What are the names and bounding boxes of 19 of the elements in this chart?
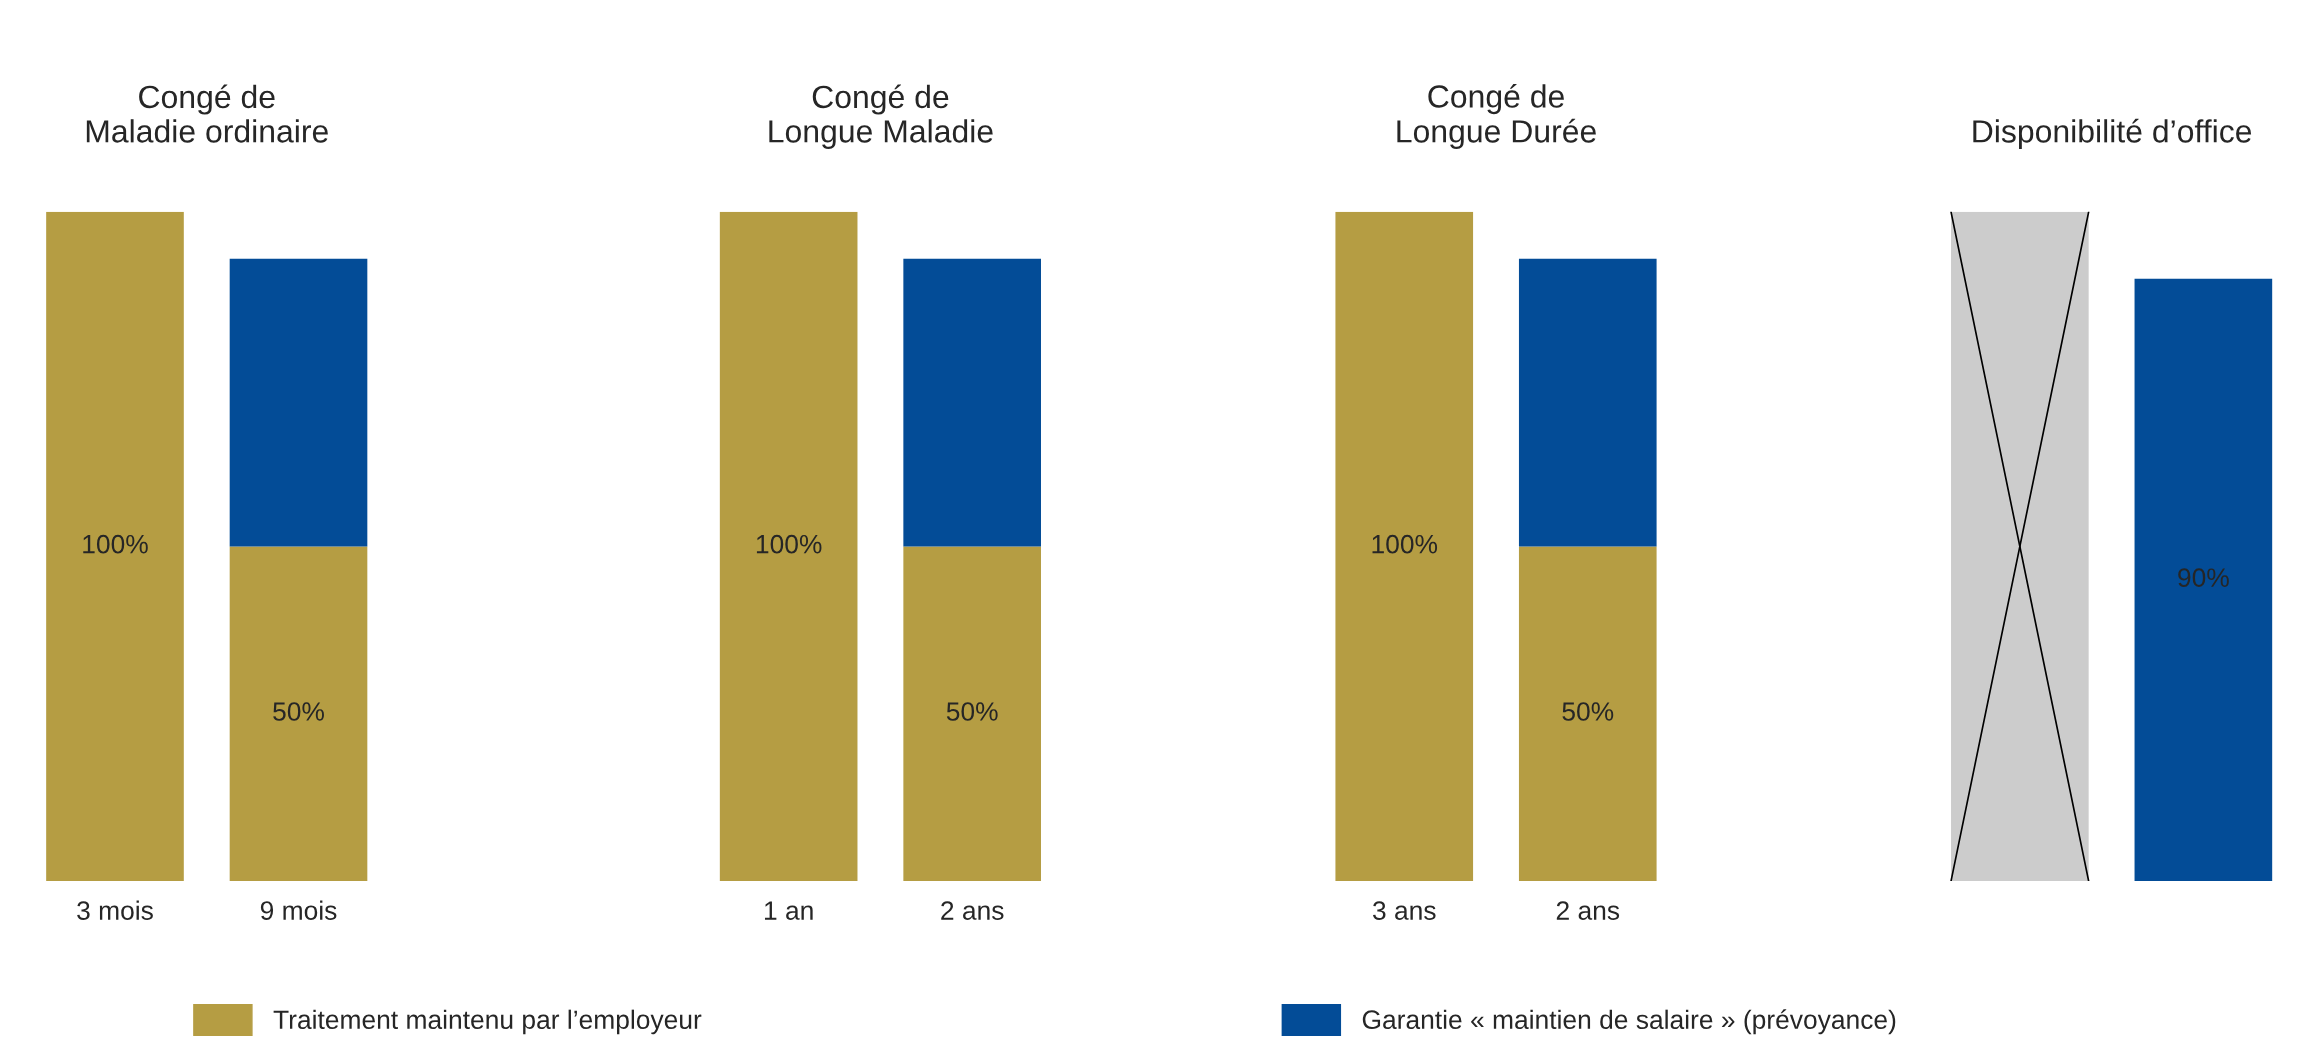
x-tick-label: 2 ans <box>1556 901 1620 920</box>
x-tick-label: 3 mois <box>77 900 153 920</box>
x-tick-label: 2 ans <box>941 901 1004 920</box>
data-label: 100% <box>1372 534 1438 554</box>
chart-title: Congé de Longue Maladie <box>769 84 993 149</box>
data-label: 50% <box>1562 702 1614 721</box>
data-label: 100% <box>83 534 148 554</box>
x-tick-label: 9 mois <box>260 900 337 920</box>
legend-label: Traitement maintenu par l’employeur <box>273 1009 702 1035</box>
legend-label: Garantie « maintien de salaire » (prévoyance) <box>1362 1009 1896 1035</box>
x-tick-label: 3 ans <box>1372 901 1436 920</box>
chart-title: Congé de Maladie ordinaire <box>86 84 328 143</box>
x-tick-label: 1 an <box>764 901 813 920</box>
chart-title: Congé de Longue Durée <box>1397 83 1596 149</box>
data-label: 50% <box>273 702 324 721</box>
data-label: 50% <box>946 702 998 721</box>
data-label: 90% <box>2178 568 2229 587</box>
data-label: 100% <box>756 534 822 554</box>
chart-title: Disponibilité d’office <box>1973 118 2252 149</box>
